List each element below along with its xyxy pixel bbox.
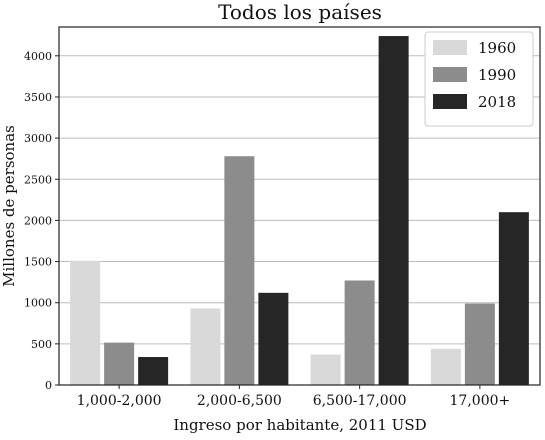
bar-1960-2 — [310, 354, 341, 385]
bar-2018-0 — [138, 357, 169, 385]
y-tick-label: 1500 — [24, 256, 52, 269]
y-axis-ticks: 0 500 1000 1500 2000 2500 3000 3500 4000 — [24, 50, 59, 392]
y-tick-label: 2000 — [24, 214, 52, 227]
legend: 1960 1990 2018 — [424, 31, 534, 127]
bar-1960-1 — [190, 308, 221, 385]
plot-frame — [58, 26, 541, 386]
bar-1990-3 — [464, 303, 495, 385]
x-tick-label: 2,000-6,500 — [197, 393, 282, 409]
bar-2018-3 — [498, 212, 529, 385]
legend-swatch-2018 — [433, 94, 467, 109]
y-tick-label: 3000 — [24, 132, 52, 145]
bar-1960-0 — [70, 260, 101, 385]
y-tick-label: 4000 — [24, 50, 52, 63]
legend-swatch-1960 — [433, 40, 467, 55]
legend-label: 1990 — [478, 66, 516, 84]
chart-title: Todos los países — [218, 0, 382, 24]
y-tick-label: 500 — [31, 338, 52, 351]
bars — [70, 36, 529, 386]
bar-2018-2 — [378, 36, 409, 386]
bar-1990-2 — [344, 280, 375, 385]
legend-label: 1960 — [478, 39, 516, 57]
y-tick-label: 1000 — [24, 297, 52, 310]
y-tick-label: 3500 — [24, 91, 52, 104]
x-tick-label: 17,000+ — [450, 393, 511, 409]
y-tick-label: 2500 — [24, 173, 52, 186]
y-tick-label: 0 — [45, 379, 52, 392]
x-tick-label: 1,000-2,000 — [77, 393, 162, 409]
bar-1990-1 — [224, 156, 255, 385]
legend-label: 2018 — [478, 93, 516, 111]
grid-lines — [59, 55, 540, 345]
y-axis-label: Millones de personas — [0, 125, 18, 287]
bar-1960-3 — [430, 348, 461, 385]
legend-swatch-1990 — [433, 67, 467, 82]
x-axis-label: Ingreso por habitante, 2011 USD — [173, 416, 426, 434]
bar-1990-0 — [104, 342, 135, 385]
x-axis-ticks: 1,000-2,000 2,000-6,500 6,500-17,000 17,000… — [77, 385, 511, 409]
x-tick-label: 6,500-17,000 — [313, 393, 407, 409]
bar-2018-1 — [258, 292, 289, 385]
